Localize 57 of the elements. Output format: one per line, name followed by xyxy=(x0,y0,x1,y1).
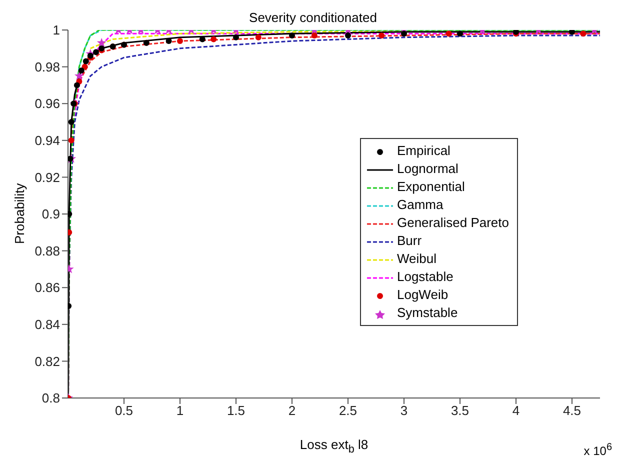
point xyxy=(345,32,351,39)
y-tick-label: 0.86 xyxy=(34,280,60,296)
point xyxy=(289,32,295,39)
y-tick-label: 0.96 xyxy=(34,96,60,112)
x-tick-label: 0.5 xyxy=(114,403,134,418)
y-tick-label: 0.84 xyxy=(34,317,60,332)
point xyxy=(401,30,407,37)
point xyxy=(378,32,385,39)
point xyxy=(82,58,89,64)
y-tick-label: 0.82 xyxy=(34,354,60,369)
point xyxy=(210,36,217,42)
point xyxy=(68,119,74,125)
point xyxy=(68,137,74,144)
chart-title: Severity conditionated xyxy=(249,10,377,25)
legend-label: Gamma xyxy=(396,197,444,212)
point xyxy=(78,67,84,74)
y-tick-label: 0.92 xyxy=(34,170,60,185)
point xyxy=(569,30,575,35)
legend-label: Empirical xyxy=(396,143,450,158)
point xyxy=(68,211,72,217)
point xyxy=(93,49,99,56)
point xyxy=(68,156,74,162)
legend-label: Exponential xyxy=(396,179,465,194)
point xyxy=(255,34,262,40)
y-tick-label: 0.8 xyxy=(42,390,60,406)
x-tick-label: 2.5 xyxy=(338,403,358,418)
legend-label: LogWeib xyxy=(396,287,448,302)
legend-label: Logstable xyxy=(396,269,454,284)
point xyxy=(96,38,106,47)
y-tick-label: 0.94 xyxy=(34,133,60,148)
x-tick-label: 3.5 xyxy=(450,403,470,418)
y-axis-title: Probability xyxy=(12,183,27,244)
y-tick-label: 0.9 xyxy=(42,206,60,222)
legend-label: Lognormal xyxy=(396,161,458,176)
x-tick-label: 4 xyxy=(512,403,520,418)
x-tick-label: 1.5 xyxy=(226,403,246,418)
point xyxy=(580,30,586,37)
point xyxy=(457,30,463,37)
legend-label: Weibul xyxy=(396,251,436,266)
text: x 10$^{6}$ xyxy=(584,442,612,458)
x-axis-title: Loss ext$_{b}$ l8 xyxy=(300,437,368,456)
point xyxy=(74,71,84,80)
point xyxy=(311,32,318,39)
point xyxy=(177,38,183,44)
y-tick-label: 0.98 xyxy=(34,59,60,74)
x-tick-label: 2 xyxy=(288,403,296,418)
point xyxy=(74,82,80,88)
legend-label: Burr xyxy=(396,233,422,248)
point xyxy=(233,34,239,40)
y-tick-label: 0.88 xyxy=(34,243,60,258)
x-tick-label: 3 xyxy=(400,403,408,418)
point xyxy=(446,30,452,37)
x-tick-label: 1 xyxy=(176,403,184,418)
x-tick-label: 4.5 xyxy=(562,403,582,418)
legend-label: Symstable xyxy=(396,305,458,320)
legend-label: Generalised Pareto xyxy=(396,215,509,230)
y-tick-label: 1 xyxy=(52,22,60,38)
